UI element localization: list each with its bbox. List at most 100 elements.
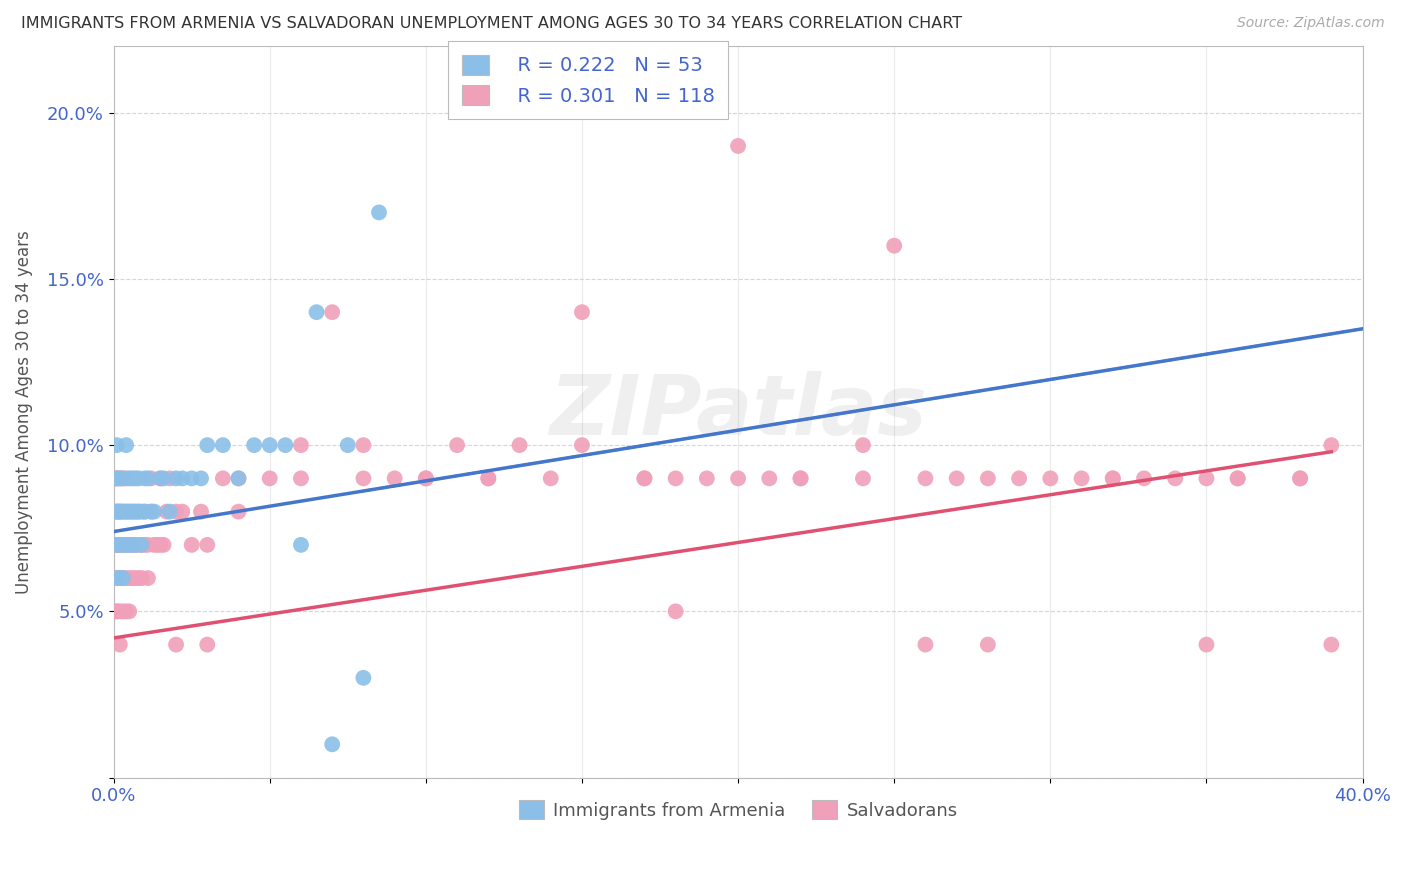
Point (228, 505, 250, 519)
Point (727, 139, 749, 153)
Point (118, 505, 141, 519)
Point (115, 538, 138, 552)
Point (228, 471, 250, 485)
Point (134, 538, 156, 552)
Point (290, 438, 312, 452)
Point (111, 505, 134, 519)
Point (180, 471, 202, 485)
Point (1289, 471, 1312, 485)
Point (105, 471, 128, 485)
Point (321, 737, 343, 751)
Point (115, 505, 138, 519)
Point (1320, 438, 1343, 452)
Point (321, 305, 343, 319)
Point (108, 505, 131, 519)
Point (477, 471, 499, 485)
Point (108, 571, 131, 585)
Point (139, 505, 162, 519)
Point (180, 538, 202, 552)
Point (124, 571, 146, 585)
Point (446, 438, 468, 452)
Point (118, 604, 141, 618)
Point (118, 571, 141, 585)
Point (128, 505, 150, 519)
Point (914, 638, 936, 652)
Point (1195, 471, 1218, 485)
Point (159, 505, 181, 519)
Point (243, 438, 266, 452)
Point (118, 471, 141, 485)
Point (111, 571, 134, 585)
Point (665, 604, 688, 618)
Point (152, 471, 174, 485)
Point (1101, 471, 1123, 485)
Point (121, 505, 143, 519)
Point (143, 505, 166, 519)
Point (146, 538, 169, 552)
Point (111, 538, 134, 552)
Point (149, 471, 172, 485)
Point (108, 538, 131, 552)
Point (105, 438, 128, 452)
Point (159, 471, 181, 485)
Point (139, 505, 162, 519)
Point (111, 538, 134, 552)
Point (274, 438, 297, 452)
Point (1226, 471, 1249, 485)
Point (136, 471, 159, 485)
Point (124, 505, 146, 519)
Point (633, 471, 655, 485)
Point (124, 505, 146, 519)
Point (143, 538, 166, 552)
Point (108, 604, 131, 618)
Point (111, 505, 134, 519)
Point (105, 471, 128, 485)
Point (115, 505, 138, 519)
Point (259, 438, 281, 452)
Point (977, 638, 1000, 652)
Point (128, 505, 150, 519)
Point (352, 438, 374, 452)
Point (111, 604, 134, 618)
Point (172, 505, 194, 519)
Point (111, 538, 134, 552)
Point (789, 471, 811, 485)
Point (111, 471, 134, 485)
Point (115, 571, 138, 585)
Point (165, 638, 187, 652)
Point (172, 471, 194, 485)
Point (105, 538, 128, 552)
Point (571, 438, 593, 452)
Point (118, 538, 141, 552)
Legend: Immigrants from Armenia, Salvadorans: Immigrants from Armenia, Salvadorans (512, 793, 965, 827)
Point (290, 471, 312, 485)
Point (131, 538, 153, 552)
Point (228, 471, 250, 485)
Point (1164, 471, 1187, 485)
Point (121, 505, 143, 519)
Point (105, 604, 128, 618)
Point (111, 571, 134, 585)
Point (1320, 638, 1343, 652)
Point (290, 538, 312, 552)
Point (105, 505, 128, 519)
Point (156, 505, 179, 519)
Point (108, 538, 131, 552)
Point (540, 471, 562, 485)
Point (352, 471, 374, 485)
Text: ZIPatlas: ZIPatlas (550, 371, 927, 452)
Point (571, 305, 593, 319)
Point (124, 538, 146, 552)
Point (139, 471, 162, 485)
Point (105, 538, 128, 552)
Point (128, 571, 150, 585)
Point (852, 471, 875, 485)
Point (131, 538, 153, 552)
Point (108, 638, 131, 652)
Point (108, 505, 131, 519)
Point (108, 471, 131, 485)
Point (368, 205, 391, 219)
Point (108, 571, 131, 585)
Point (1133, 471, 1156, 485)
Point (190, 505, 212, 519)
